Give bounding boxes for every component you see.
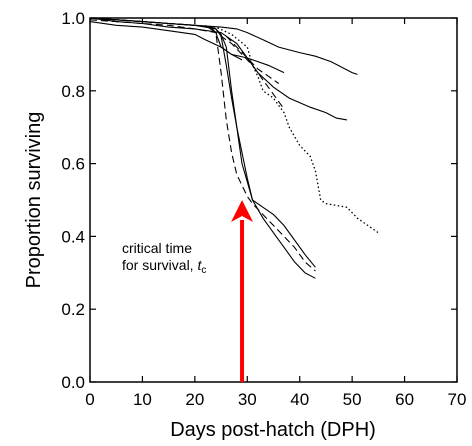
survival-series-line-3 [89, 17, 379, 234]
y-tick-label: 0.2 [61, 300, 85, 319]
survival-series-line-10 [225, 35, 280, 84]
x-axis-label: Days post-hatch (DPH) [170, 419, 376, 441]
critical-time-arrow [231, 200, 254, 382]
survival-series-line-7 [89, 17, 316, 272]
annotation-symbol: t [197, 257, 202, 273]
annotation-line2: for survival, tc [122, 257, 206, 276]
arrow-head [231, 200, 254, 222]
plot-area-border [89, 17, 458, 383]
x-tick-label: 40 [290, 390, 309, 409]
x-tick-label: 70 [448, 390, 467, 409]
x-axis-ticks: 0 10 20 30 40 50 60 70 [85, 18, 466, 409]
y-tick-label: 0.4 [61, 227, 85, 246]
y-tick-label: 0.6 [61, 155, 85, 174]
x-tick-label: 0 [85, 390, 94, 409]
survival-series-line-4 [89, 19, 285, 110]
y-tick-label: 0.8 [61, 82, 85, 101]
y-axis-ticks: 0.0 0.2 0.4 0.6 0.8 1.0 [61, 9, 457, 392]
survival-series-line-6 [89, 17, 316, 268]
annotation-line2-text: for survival, [122, 257, 197, 273]
annotation-line1: critical time [122, 240, 192, 256]
x-tick-label: 50 [343, 390, 362, 409]
series-lines [89, 17, 379, 279]
x-tick-label: 60 [395, 390, 414, 409]
annotation-subscript: c [201, 265, 206, 276]
x-tick-label: 30 [238, 390, 257, 409]
survival-series-line-8 [89, 17, 316, 279]
y-tick-label: 0.0 [61, 373, 85, 392]
plot-frame [89, 17, 458, 383]
survival-series-line-9 [204, 24, 285, 74]
x-tick-label: 10 [133, 390, 152, 409]
y-tick-label: 1.0 [61, 9, 85, 28]
x-tick-label: 20 [185, 390, 204, 409]
y-axis-label: Proportion surviving [23, 112, 45, 289]
